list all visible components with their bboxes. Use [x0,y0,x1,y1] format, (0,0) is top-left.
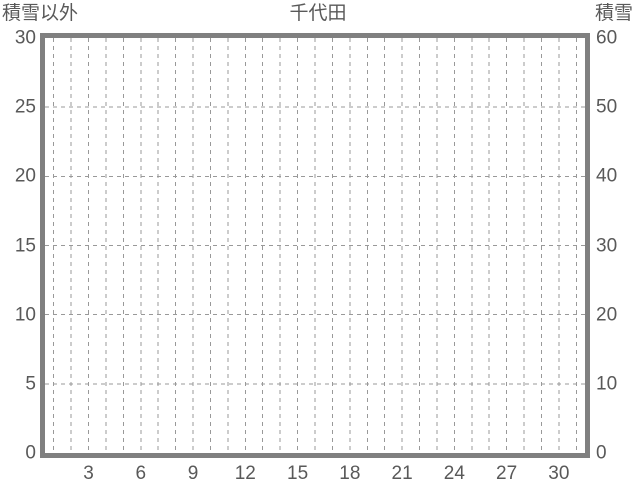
y-axis-left-ticks: 0 5 10 15 20 25 30 [0,29,36,463]
y-axis-left-tick-label: 5 [25,373,36,395]
y-axis-right-tick-label: 0 [596,442,607,464]
x-axis-tick-label: 12 [234,463,256,484]
x-axis-tick-label: 9 [187,463,199,484]
y-axis-right-tick-label: 30 [596,235,618,256]
y-axis-right-tick-label: 60 [596,27,618,49]
x-axis-tick-label: 18 [339,463,361,484]
x-axis-tick-label: 21 [391,463,413,484]
x-axis-tick-label: 30 [548,463,570,484]
x-axis-tick-label: 15 [287,463,309,484]
y-axis-right-ticks: 0 10 20 30 40 50 60 [592,29,636,463]
y-axis-left-tick-label: 10 [14,304,36,326]
gridlines [45,38,585,453]
y-axis-left-tick-label: 15 [14,235,36,256]
y-axis-right-tick-label: 10 [596,373,618,395]
y-axis-left-tick-label: 20 [14,165,36,187]
x-axis-tick-label: 27 [496,463,518,484]
y-axis-left-tick-label: 0 [25,442,36,464]
y-axis-left-tick-label: 30 [14,27,36,49]
y-axis-left-tick-label: 25 [14,96,36,118]
y-axis-right-tick-label: 20 [596,304,618,326]
y-axis-right-tick-label: 50 [596,96,618,118]
x-axis-ticks: 3 6 9 12 15 18 21 24 27 30 [40,462,590,492]
y-axis-right-tick-label: 40 [596,165,618,187]
x-axis-tick-label: 3 [83,463,94,484]
x-axis-tick-label: 24 [443,463,465,484]
chart-title: 千代田 [289,3,347,24]
plot-area [40,33,590,458]
left-axis-caption: 積雪以外 [2,3,79,24]
right-axis-caption: 積雪 [594,3,633,24]
x-axis-tick-label: 6 [135,463,147,484]
